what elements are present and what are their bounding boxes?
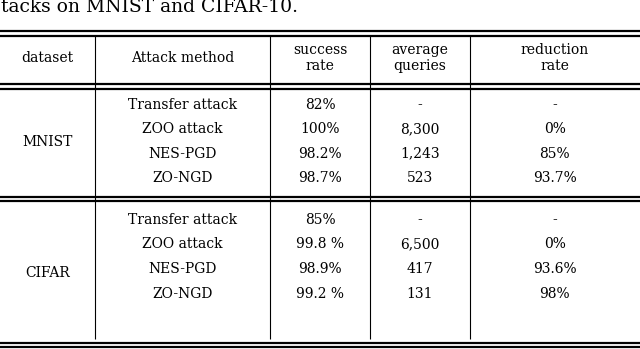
Text: 93.7%: 93.7% — [533, 171, 577, 185]
Text: -: - — [417, 98, 422, 112]
Text: 98.9%: 98.9% — [298, 262, 342, 276]
Text: 6,500: 6,500 — [400, 237, 440, 251]
Text: success
rate: success rate — [293, 43, 347, 73]
Text: 85%: 85% — [305, 213, 335, 227]
Text: 93.6%: 93.6% — [533, 262, 577, 276]
Text: 98.7%: 98.7% — [298, 171, 342, 185]
Text: Transfer attack: Transfer attack — [128, 98, 237, 112]
Text: 98%: 98% — [540, 287, 570, 301]
Text: 99.8 %: 99.8 % — [296, 237, 344, 251]
Text: Transfer attack: Transfer attack — [128, 213, 237, 227]
Text: ZO-NGD: ZO-NGD — [152, 287, 212, 301]
Text: 1,243: 1,243 — [400, 147, 440, 161]
Text: tacks on MNIST and CIFAR-10.: tacks on MNIST and CIFAR-10. — [1, 0, 298, 16]
Text: -: - — [552, 98, 557, 112]
Text: NES-PGD: NES-PGD — [148, 147, 216, 161]
Text: MNIST: MNIST — [22, 135, 72, 149]
Text: ZOO attack: ZOO attack — [142, 122, 223, 136]
Text: 0%: 0% — [544, 122, 566, 136]
Text: CIFAR: CIFAR — [25, 266, 70, 280]
Text: -: - — [552, 213, 557, 227]
Text: 85%: 85% — [540, 147, 570, 161]
Text: NES-PGD: NES-PGD — [148, 262, 216, 276]
Text: ZO-NGD: ZO-NGD — [152, 171, 212, 185]
Text: reduction
rate: reduction rate — [521, 43, 589, 73]
Text: 82%: 82% — [305, 98, 335, 112]
Text: Attack method: Attack method — [131, 51, 234, 65]
Text: 523: 523 — [406, 171, 433, 185]
Text: 0%: 0% — [544, 237, 566, 251]
Text: dataset: dataset — [21, 51, 74, 65]
Text: 131: 131 — [406, 287, 433, 301]
Text: 99.2 %: 99.2 % — [296, 287, 344, 301]
Text: average
queries: average queries — [392, 43, 448, 73]
Text: 98.2%: 98.2% — [298, 147, 342, 161]
Text: 8,300: 8,300 — [400, 122, 440, 136]
Text: 100%: 100% — [300, 122, 340, 136]
Text: 417: 417 — [406, 262, 433, 276]
Text: -: - — [417, 213, 422, 227]
Text: ZOO attack: ZOO attack — [142, 237, 223, 251]
